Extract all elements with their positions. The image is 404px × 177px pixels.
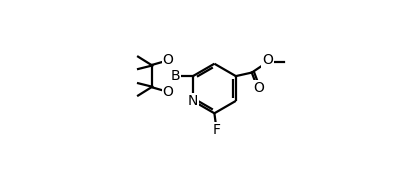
Text: O: O bbox=[262, 53, 273, 67]
Text: F: F bbox=[212, 123, 220, 137]
Text: O: O bbox=[163, 53, 174, 67]
Text: O: O bbox=[253, 81, 264, 96]
Text: B: B bbox=[170, 69, 180, 83]
Text: O: O bbox=[163, 85, 174, 99]
Text: N: N bbox=[188, 94, 198, 108]
